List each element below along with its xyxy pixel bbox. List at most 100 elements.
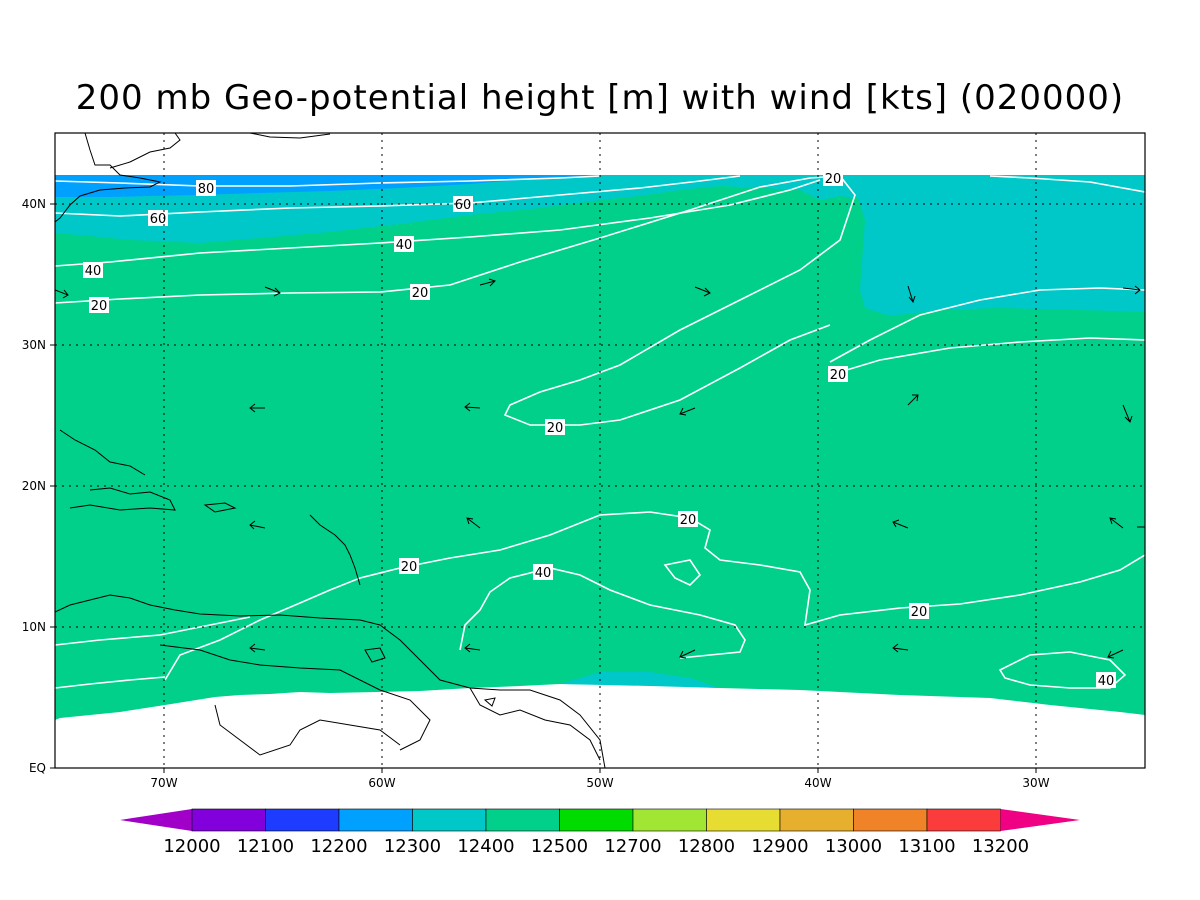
contour-label-text: 20	[412, 286, 429, 301]
colorbar-swatch	[338, 808, 413, 832]
contour-label-text: 20	[401, 560, 418, 575]
colorbar-label: 13100	[898, 836, 955, 857]
colorbar-label: 13000	[825, 836, 882, 857]
height-band-12300-north	[55, 175, 1145, 316]
contour-label: 80	[196, 180, 216, 197]
colorbar-label: 12100	[237, 836, 294, 857]
contour-label: 20	[399, 558, 419, 575]
contour-label: 40	[533, 564, 553, 581]
coast-lake	[483, 697, 496, 707]
colorbar-label: 13200	[972, 836, 1029, 857]
contour-label: 40	[394, 236, 414, 253]
contour-label-text: 40	[396, 238, 413, 253]
coast-puerto-rico	[203, 502, 237, 513]
colorbar-label: 12700	[604, 836, 661, 857]
contour-label: 20	[678, 511, 698, 528]
contour-label-text: 40	[85, 264, 102, 279]
colorbar-swatch	[485, 808, 560, 832]
coast-northeast-us	[55, 133, 162, 223]
contour-20-west	[55, 616, 251, 646]
coast-antilles	[309, 514, 361, 586]
map-title: 200 mb Geo-potential height [m] with win…	[75, 78, 1125, 118]
coast-newfoundland	[249, 133, 331, 139]
contour-label: 40	[1096, 672, 1116, 689]
contour-label-text: 20	[911, 605, 928, 620]
y-tick-label: 10N	[22, 620, 46, 634]
contour-40-west	[55, 676, 166, 689]
contour-label: 20	[410, 284, 430, 301]
coast-trinidad	[364, 647, 386, 663]
colorbar-swatch	[926, 808, 1001, 832]
x-tick-label: 60W	[368, 776, 395, 790]
contour-label-text: 80	[198, 182, 215, 197]
coast-inland	[159, 644, 431, 751]
y-tick-label: 20N	[22, 479, 46, 493]
contour-20-mid	[839, 337, 1145, 373]
colorbar-swatch	[706, 808, 781, 832]
contour-label-text: 60	[455, 198, 472, 213]
contour-40	[55, 179, 821, 267]
contour-label: 20	[89, 297, 109, 314]
contour-label-text: 60	[150, 212, 167, 227]
colorbar-swatch	[191, 808, 266, 832]
colorbar-swatch	[559, 808, 634, 832]
height-band-12300-south	[560, 672, 720, 688]
contour-40-east	[998, 651, 1127, 689]
coast-suriname	[469, 687, 601, 761]
coast-nova-scotia	[109, 133, 181, 169]
colorbar-swatch	[265, 808, 340, 832]
contour-20-south	[164, 511, 1145, 681]
contour-label: 40	[83, 262, 103, 279]
contour-label-text: 20	[830, 368, 847, 383]
colorbar-label: 12400	[457, 836, 514, 857]
wind-vectors	[55, 278, 1145, 659]
coast-venezuela	[55, 594, 606, 768]
contour-label-text: 40	[535, 566, 552, 581]
colorbar: 12000 12100 12200 12300 12400 12500 12700 12800…	[120, 808, 1080, 857]
height-band-12400	[55, 175, 1145, 720]
contour-40-south	[459, 567, 746, 659]
x-tick-label: 70W	[150, 776, 177, 790]
graticule	[55, 133, 1145, 768]
contour-80	[55, 175, 601, 187]
contour-label-text: 40	[1098, 674, 1115, 689]
contour-label-text: 20	[825, 172, 842, 187]
contour-20-northeast	[989, 175, 1145, 193]
colorbar-label: 12200	[310, 836, 367, 857]
contour-labels: 80 60 60 40 40 20 20 20 20 20 20 20 40 20 40	[83, 170, 1116, 689]
colorbar-swatch	[632, 808, 707, 832]
colorbar-under-triangle	[120, 809, 192, 831]
contour-label: 20	[823, 170, 843, 187]
x-tick-label: 30W	[1022, 776, 1049, 790]
contour-label: 20	[909, 603, 929, 620]
contour-label-text: 20	[680, 513, 697, 528]
coast-hispaniola	[69, 487, 176, 511]
y-tick-label: 40N	[22, 197, 46, 211]
contour-label: 20	[545, 419, 565, 436]
coast-guyana	[214, 704, 401, 756]
colorbar-swatch	[412, 808, 487, 832]
colorbar-label: 12900	[751, 836, 808, 857]
colorbar-swatch	[779, 808, 854, 832]
y-axis: EQ 10N 20N 30N 40N	[22, 197, 55, 775]
coast-cuba	[59, 429, 146, 476]
contour-label: 60	[148, 210, 168, 227]
contour-20-lake	[663, 559, 702, 586]
contour-label-text: 20	[91, 299, 108, 314]
colorbar-label: 12800	[678, 836, 735, 857]
colorbar-swatch	[853, 808, 928, 832]
colorbar-label: 12300	[384, 836, 441, 857]
contour-label-text: 20	[547, 421, 564, 436]
colorbar-label: 12500	[531, 836, 588, 857]
contour-20-east	[829, 287, 1145, 363]
y-tick-label: 30N	[22, 338, 46, 352]
x-tick-label: 40W	[804, 776, 831, 790]
colorbar-over-triangle	[1000, 809, 1080, 831]
contour-label: 20	[828, 366, 848, 383]
x-axis: 70W 60W 50W 40W 30W	[150, 768, 1050, 790]
colorbar-label: 12000	[163, 836, 220, 857]
x-tick-label: 50W	[586, 776, 613, 790]
coastlines	[55, 133, 606, 768]
y-tick-label: EQ	[29, 761, 46, 775]
